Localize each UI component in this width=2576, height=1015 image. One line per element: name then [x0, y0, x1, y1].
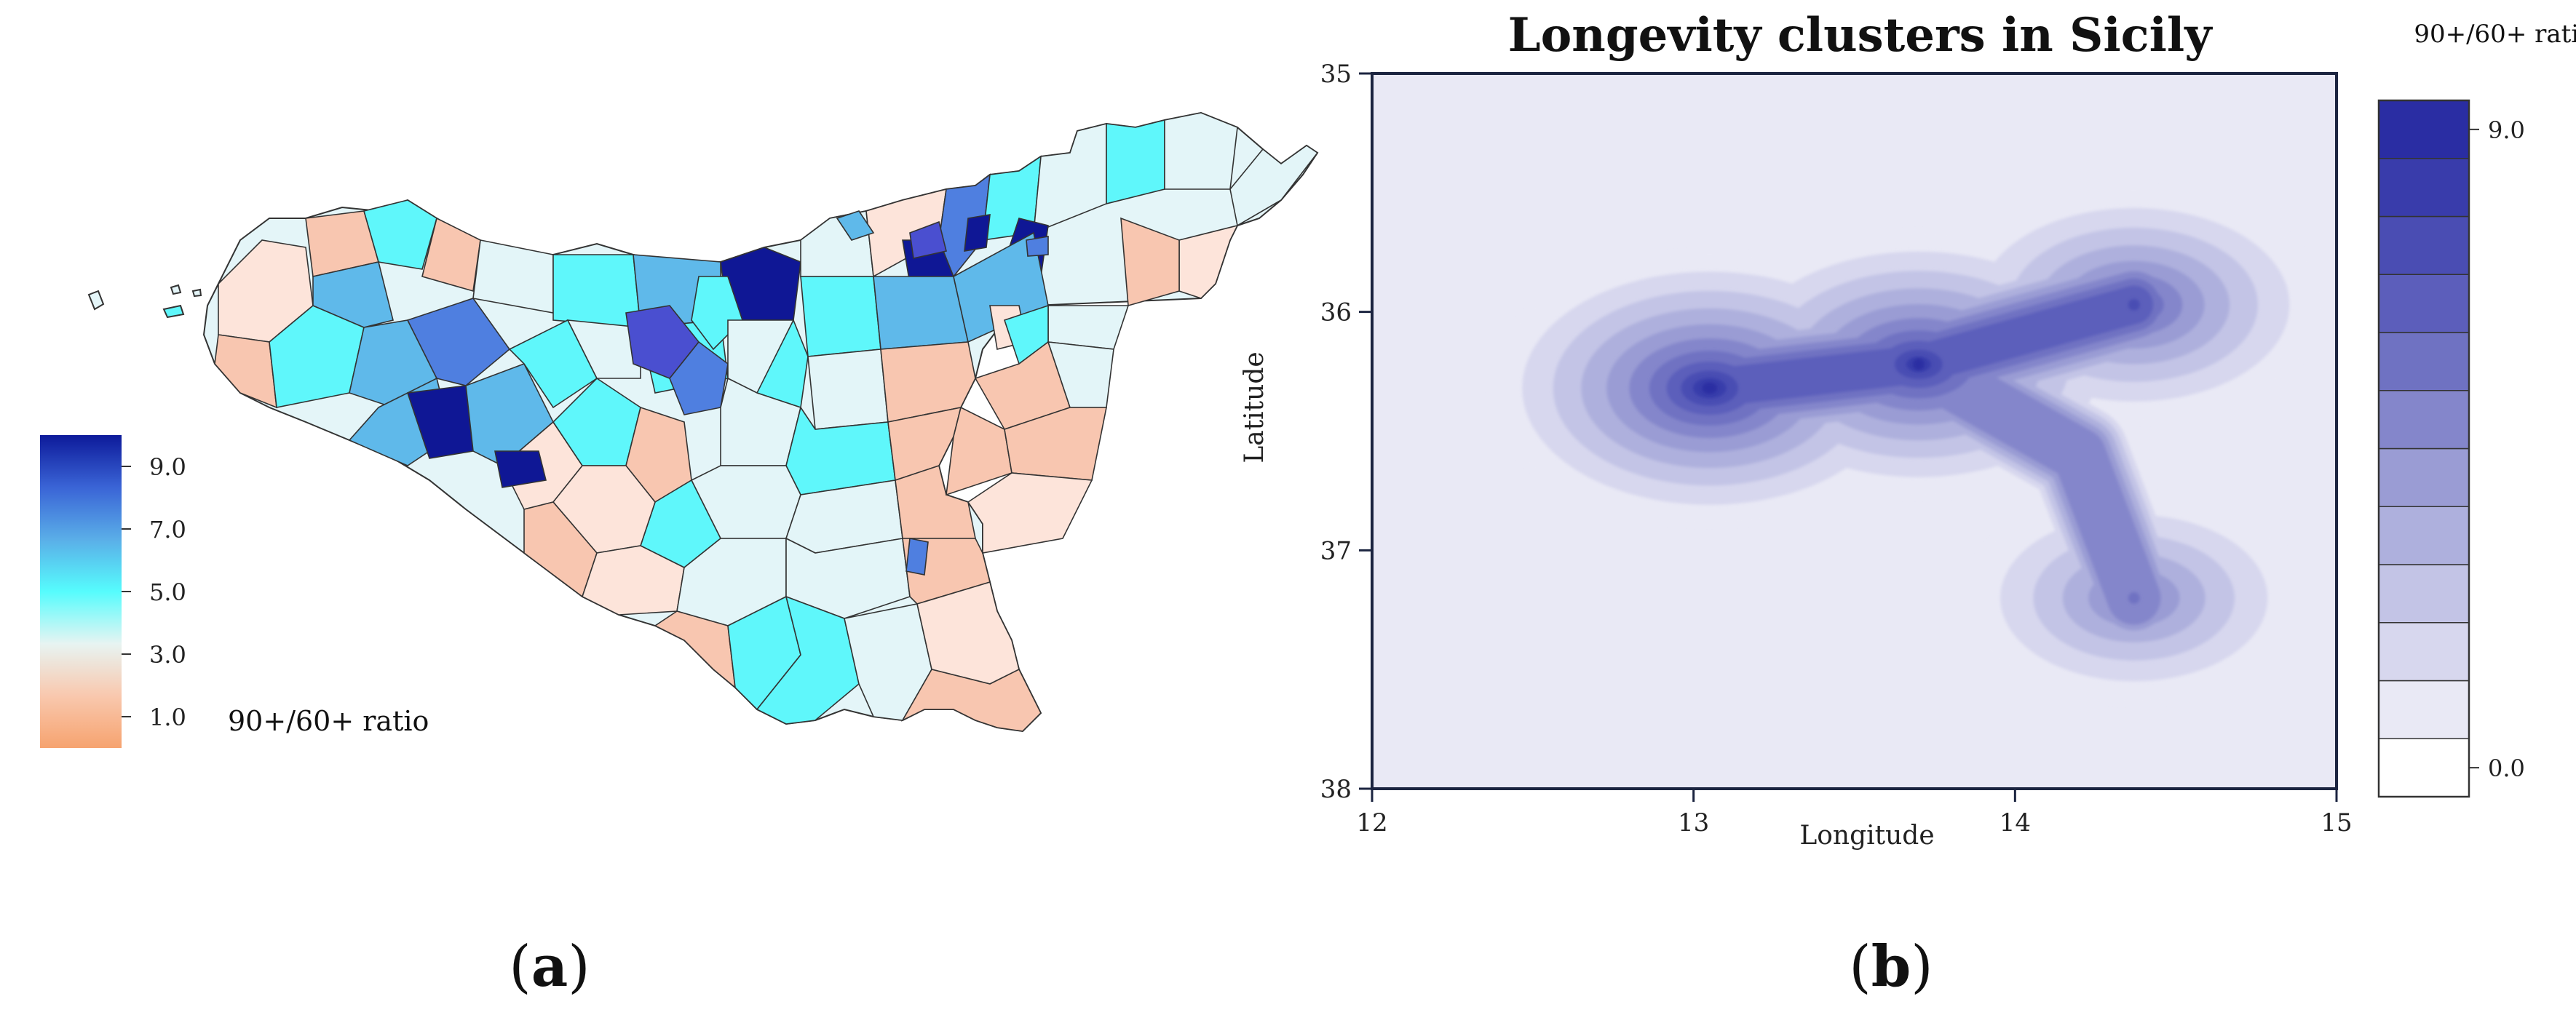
municipality-low	[1120, 217, 1180, 307]
municipality-light	[566, 319, 641, 379]
municipality-pale	[967, 472, 1093, 554]
colorbar-a-tick-label: 7.0	[149, 516, 186, 544]
colorbar-b-swatch	[2378, 215, 2470, 275]
panel-a-map: 9.0 7.0 5.0 3.0 1.0 90+/60+ ratio	[40, 111, 1319, 748]
municipality-sky	[312, 261, 394, 328]
x-tick-label: 15	[2321, 808, 2352, 837]
y-axis-label: Latitude	[1240, 351, 1269, 463]
colorbar-b-tick-label: 9.0	[2488, 116, 2525, 144]
municipality-light	[1047, 305, 1130, 350]
colorbar-a	[40, 435, 122, 748]
municipality-light	[807, 349, 889, 430]
colorbar-b-swatch	[2378, 506, 2470, 565]
plot-frame	[1371, 72, 2338, 790]
y-tick-label: 38	[1320, 775, 1352, 804]
x-axis-label: Longitude	[1799, 821, 1934, 851]
municipality-cyan	[800, 276, 881, 357]
colorbar-b-frame	[2377, 99, 2470, 798]
island-favignana	[162, 304, 185, 319]
colorbar-b-tick-label: 0.0	[2488, 755, 2525, 782]
colorbar-a-tick-label: 1.0	[149, 704, 186, 731]
colorbar-b-swatch	[2378, 274, 2470, 333]
density-blob	[2128, 298, 2140, 311]
island-marettimo	[87, 290, 105, 311]
density-blob	[2128, 592, 2140, 604]
municipality-sky	[836, 210, 875, 241]
municipality-sky	[873, 276, 969, 350]
colorbar-b-swatch	[2378, 100, 2470, 159]
density-blob	[1912, 358, 1925, 370]
colorbar-a-tick-label: 9.0	[149, 453, 186, 481]
municipality-mid	[406, 298, 511, 386]
municipality-purple	[909, 220, 947, 259]
island-tip	[191, 288, 202, 298]
density-blob	[1702, 382, 1718, 394]
municipality-low	[1004, 407, 1107, 481]
x-tick-label: 13	[1678, 808, 1709, 837]
colorbar-b-swatch	[2378, 447, 2470, 507]
panel-label-a: (a)	[509, 934, 590, 1000]
colorbar-b-swatch	[2378, 680, 2470, 739]
colorbar-b-swatch	[2378, 158, 2470, 218]
municipality-low	[421, 217, 481, 292]
colorbar-b-title: 90+/60+ ratio	[2414, 20, 2576, 49]
municipality-cyan	[363, 199, 437, 270]
colorbar-b-swatch	[2378, 390, 2470, 450]
island-levanzo	[170, 284, 182, 295]
y-tick-label: 35	[1320, 60, 1352, 89]
municipality-light	[1229, 145, 1319, 227]
x-tick-label: 14	[2000, 808, 2031, 837]
contour-level	[1702, 358, 1925, 394]
x-tick-label: 12	[1356, 808, 1387, 837]
panel-label-b: (b)	[1849, 934, 1933, 1000]
municipality-mid	[1026, 236, 1049, 257]
colorbar-b-swatch	[2378, 738, 2470, 797]
municipality-dark	[964, 214, 991, 252]
municipality-low	[946, 406, 1012, 496]
municipality-low	[887, 406, 962, 482]
colorbar-b-swatch	[2378, 564, 2470, 624]
municipality-mid	[669, 341, 729, 415]
colorbar-a-title: 90+/60+ ratio	[228, 705, 429, 737]
municipality-cyan	[1106, 119, 1165, 205]
municipality-light	[1164, 112, 1238, 190]
density-contours	[1489, 186, 2325, 704]
panel-b-density: Longevity clusters in Sicily 12 13 14 15 35…	[1240, 8, 2576, 851]
colorbar-a-tick-label: 3.0	[149, 641, 186, 669]
municipality-low	[214, 334, 277, 409]
y-tick-label: 36	[1320, 298, 1352, 327]
colorbar-b-swatch	[2378, 622, 2470, 682]
municipality-mid	[905, 538, 929, 576]
colorbar-b-swatch	[2378, 332, 2470, 391]
y-tick-label: 37	[1320, 536, 1352, 565]
municipality-dark	[494, 450, 547, 488]
municipality-low	[900, 668, 1042, 732]
municipality-cyan	[508, 319, 598, 409]
density-ridge	[1892, 338, 2161, 625]
municipality-low	[880, 341, 976, 423]
chart-title: Longevity clusters in Sicily	[1508, 8, 2214, 63]
colorbar-a-tick-label: 5.0	[149, 578, 186, 606]
